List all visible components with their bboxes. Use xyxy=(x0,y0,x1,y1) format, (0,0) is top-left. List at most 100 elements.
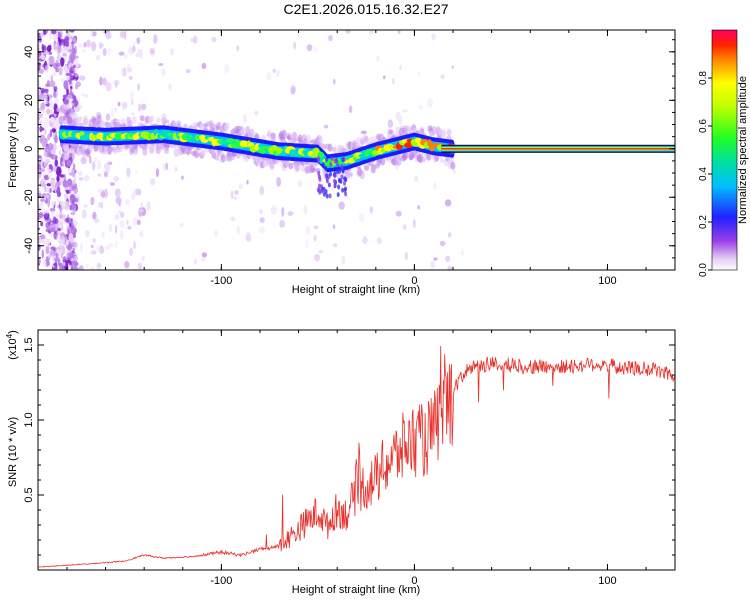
spectrogram-speckle xyxy=(65,261,69,270)
spectrogram-steady-band xyxy=(441,148,675,150)
spectrogram-speckle xyxy=(238,183,244,190)
spectrogram-speckle xyxy=(38,107,44,111)
spectrogram-speckle xyxy=(83,204,88,208)
spectrogram-speckle xyxy=(90,30,94,37)
spectrogram-speckle xyxy=(114,240,118,249)
spectrogram-speckle xyxy=(56,234,61,243)
spectrogram-halo xyxy=(210,122,215,129)
spectrogram-speckle xyxy=(66,239,69,246)
spectrogram-speckle xyxy=(39,157,43,166)
spectrogram-speckle xyxy=(313,225,319,230)
spectrogram-speckle xyxy=(46,183,52,187)
spectrogram-speckle xyxy=(461,250,464,256)
spectrogram-speckle xyxy=(133,240,136,250)
spectrogram-speckle xyxy=(53,43,59,49)
spectrogram-speckle xyxy=(451,65,454,70)
spectrogram-speckle xyxy=(68,147,75,154)
spectrogram-speckle xyxy=(49,207,56,212)
spectrogram-speckle xyxy=(132,217,139,226)
snr-y-tick-label: 1.0 xyxy=(23,412,35,427)
spectrogram-dip-cell xyxy=(336,169,340,175)
spectrogram-halo xyxy=(220,154,226,163)
spectrogram-dip-cell xyxy=(341,167,345,173)
spectrogram-speckle xyxy=(333,243,338,248)
spectrogram-speckle xyxy=(55,67,59,73)
spectrogram-speckle xyxy=(114,213,120,220)
spectrogram-speckle xyxy=(85,229,90,238)
spectrogram-speckle xyxy=(341,255,346,265)
spectrogram-speckle xyxy=(39,112,43,118)
spectrogram-speckle xyxy=(49,30,52,41)
spectrogram-speckle xyxy=(201,62,207,70)
snr-panel: -100 0 100 0.5 1.0 1.5 Height of straight lin… xyxy=(5,329,676,596)
spectrogram-speckle xyxy=(146,201,151,211)
spectrogram-speckle xyxy=(440,74,445,79)
spectrogram-speckle xyxy=(55,32,59,39)
spectrogram-speckle xyxy=(135,169,138,173)
spectrogram-speckle xyxy=(64,55,67,60)
snr-x-tick-label: 100 xyxy=(598,575,616,587)
spectrogram-speckle xyxy=(74,256,78,262)
spectrogram-speckle xyxy=(40,221,44,227)
snr-series-group xyxy=(38,345,675,568)
spectrogram-halo xyxy=(200,149,206,155)
spectrogram-speckle xyxy=(102,77,107,86)
spectrogram-speckle xyxy=(200,257,207,262)
spectrogram-dip-cell xyxy=(328,193,332,199)
spectrogram-speckle xyxy=(56,175,60,183)
spectrogram-y-tick-label: 0 xyxy=(23,146,35,152)
spectrogram-halo xyxy=(245,125,251,135)
spectrogram-speckle xyxy=(47,168,52,179)
spectrogram-speckle xyxy=(41,249,44,259)
spectrogram-ticks: -100 0 100 -40 -20 0 20 40 xyxy=(23,30,675,287)
spectrogram-speckle xyxy=(433,182,436,190)
spectrogram-speckle xyxy=(68,250,73,261)
spectrogram-halo xyxy=(355,137,361,146)
spectrogram-speckle xyxy=(272,68,276,73)
spectrogram-speckle xyxy=(114,82,118,89)
spectrogram-speckle xyxy=(234,190,239,195)
spectrogram-speckle xyxy=(45,246,50,255)
spectrogram-speckle xyxy=(78,171,83,176)
spectrogram-speckle xyxy=(70,211,76,216)
spectrogram-speckle xyxy=(181,175,184,180)
spectrogram-speckle xyxy=(259,217,265,224)
spectrogram-halo xyxy=(347,172,353,179)
spectrogram-speckle xyxy=(70,222,74,230)
spectrogram-dip-cell xyxy=(344,191,348,197)
spectrogram-speckle xyxy=(66,82,68,91)
spectrogram-speckle xyxy=(80,156,87,165)
spectrogram-speckle xyxy=(49,129,53,138)
spectrogram-speckle xyxy=(65,72,73,77)
snr-y-label: SNR (10 * v/v) xyxy=(7,417,19,487)
spectrogram-speckle xyxy=(153,34,158,44)
spectrogram-speckle xyxy=(78,43,83,48)
spectrogram-speckle xyxy=(358,212,365,223)
snr-y-tick-label: 0.5 xyxy=(23,487,35,502)
spectrogram-speckle xyxy=(40,234,46,240)
spectrogram-speckle xyxy=(49,227,55,233)
spectrogram-y-tick-label: -40 xyxy=(23,238,35,254)
spectrogram-speckle xyxy=(72,48,77,56)
spectrogram-speckle xyxy=(303,205,308,215)
spectrogram-speckle xyxy=(38,171,42,181)
snr-ticks: -100 0 100 0.5 1.0 1.5 xyxy=(23,330,675,587)
spectrogram-speckle xyxy=(318,249,324,254)
spectrogram-speckle xyxy=(447,266,453,270)
spectrogram-dip-cell xyxy=(327,182,331,188)
colorbar-tick-label: 0.6 xyxy=(698,119,709,133)
spectrogram-dip-cell xyxy=(333,178,336,184)
spectrogram-dip-cell xyxy=(321,161,325,167)
spectrogram-speckle xyxy=(245,232,252,242)
colorbar-label: Normalized spectral amplitude xyxy=(737,76,749,224)
spectrogram-dip-cell xyxy=(336,162,340,168)
spectrogram-speckle xyxy=(105,113,111,121)
spectrogram-speckle xyxy=(124,30,127,40)
spectrogram-speckle xyxy=(78,176,84,181)
spectrogram-speckle xyxy=(71,185,77,190)
spectrogram-speckle xyxy=(55,214,60,218)
spectrogram-speckle xyxy=(297,180,303,188)
spectrogram-speckle xyxy=(193,35,198,44)
spectrogram-speckle xyxy=(130,112,136,116)
